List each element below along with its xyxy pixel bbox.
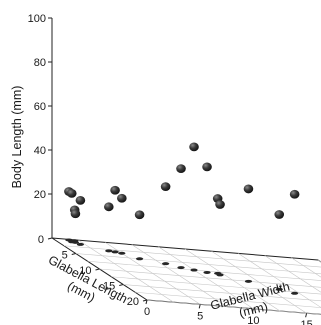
y-tick-mark <box>145 299 148 305</box>
point-shadows <box>65 238 299 295</box>
point-shadow <box>203 270 211 274</box>
x-tick-mark <box>47 237 53 240</box>
y-tick-label: 0 <box>144 306 150 318</box>
z-tick-label: 80 <box>34 57 46 69</box>
floor-grid-line <box>211 250 307 314</box>
x-tick-mark <box>119 284 124 286</box>
data-point <box>117 193 127 203</box>
data-point <box>202 162 212 172</box>
point-shadow <box>111 250 119 254</box>
data-point <box>110 185 120 195</box>
z-tick-label: 100 <box>28 13 46 25</box>
x-tick-label: 0 <box>38 234 44 246</box>
data-point <box>160 182 171 192</box>
data-point <box>274 210 285 219</box>
floor-plane <box>51 237 321 315</box>
data-point <box>134 210 145 220</box>
z-tick-label: 20 <box>34 189 46 201</box>
floor-grid-line <box>158 246 254 310</box>
floor-grid-line <box>184 248 281 312</box>
point-shadow <box>71 240 80 244</box>
y-tick-label: 15 <box>300 319 312 325</box>
point-shadow <box>190 268 198 272</box>
data-points <box>64 142 300 220</box>
z-axis-title: Body Length (mm) <box>10 86 24 189</box>
data-point <box>66 189 77 198</box>
point-shadow <box>76 242 85 246</box>
x-tick-mark <box>142 299 148 302</box>
floor-grid-line <box>131 244 227 307</box>
y-tick-label: 5 <box>197 310 203 322</box>
point-shadow <box>105 249 113 253</box>
point-shadow <box>118 251 126 255</box>
point-shadow <box>216 273 224 277</box>
data-point <box>176 164 186 174</box>
axes <box>47 17 308 318</box>
x-tick-label: 10 <box>79 265 91 277</box>
x-tick-mark <box>95 268 100 271</box>
floor-grid-line <box>264 255 321 293</box>
x-tick-label: 20 <box>127 296 139 308</box>
point-shadow <box>275 287 283 291</box>
floor-grid-line <box>78 239 174 303</box>
point-shadow <box>244 279 253 283</box>
data-point <box>70 209 81 219</box>
data-point <box>75 196 86 205</box>
x-tick-label: 5 <box>62 250 68 262</box>
x-tick-label: 15 <box>103 281 115 293</box>
z-tick-label: 60 <box>34 101 46 113</box>
y-tick-mark <box>305 313 308 318</box>
y-tick-mark <box>198 304 201 309</box>
y-tick-label: 10 <box>247 315 259 325</box>
y-tick-mark <box>251 308 254 313</box>
data-point <box>189 142 199 152</box>
x-tick-mark <box>71 253 76 255</box>
point-shadow <box>291 291 299 295</box>
data-point <box>289 189 300 199</box>
point-shadow <box>162 262 170 266</box>
z-tick-label: 40 <box>34 145 46 157</box>
data-point <box>215 200 225 209</box>
data-point <box>104 202 114 212</box>
point-shadow <box>177 266 185 270</box>
floor-grid-line <box>291 257 321 278</box>
point-shadow <box>135 257 144 261</box>
data-point <box>243 184 254 194</box>
floor-grid-line <box>238 253 321 308</box>
